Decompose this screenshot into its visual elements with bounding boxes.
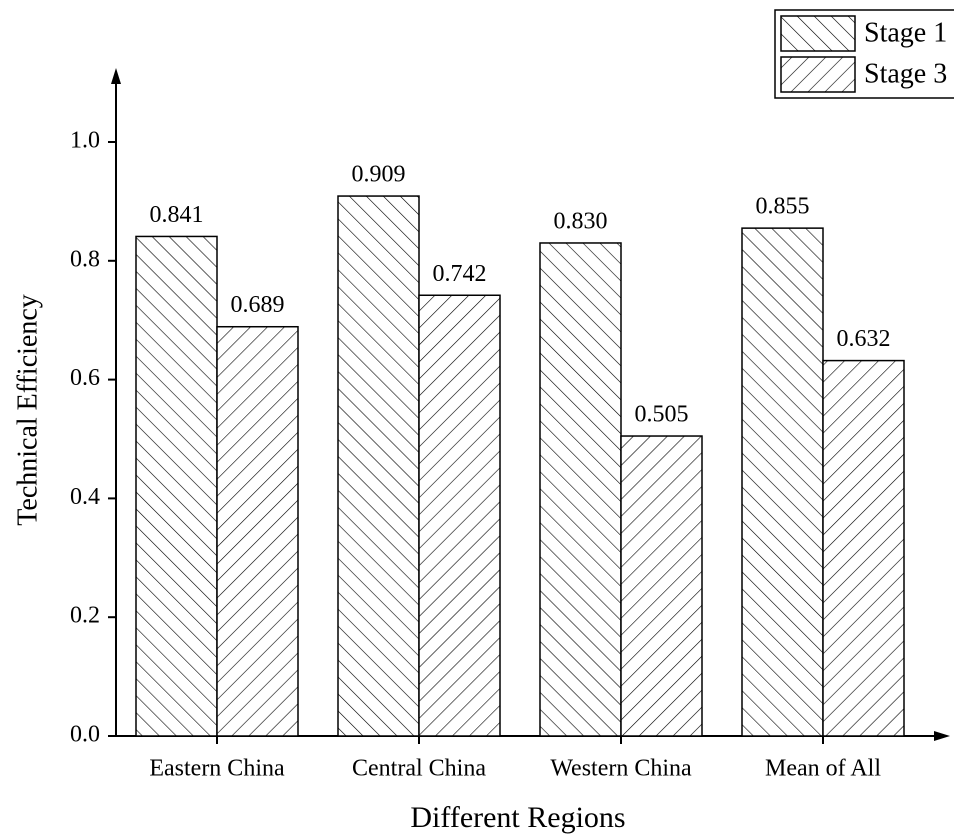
x-axis-title: Different Regions bbox=[410, 801, 625, 834]
value-label: 0.855 bbox=[756, 194, 810, 220]
y-axis-title: Technical Efficiency bbox=[12, 294, 43, 526]
value-label: 0.830 bbox=[554, 208, 608, 234]
x-tick-label: Mean of All bbox=[765, 756, 881, 782]
x-tick-label: Eastern China bbox=[149, 756, 285, 782]
legend-label: Stage 3 bbox=[864, 58, 947, 89]
bar bbox=[539, 242, 622, 737]
y-axis-arrow bbox=[111, 68, 121, 84]
bar bbox=[135, 235, 218, 737]
bar bbox=[337, 195, 420, 737]
bar bbox=[620, 435, 703, 737]
value-label: 0.505 bbox=[635, 402, 689, 428]
y-tick-label: 0.8 bbox=[70, 246, 100, 272]
value-label: 0.841 bbox=[150, 202, 204, 228]
y-tick-label: 0.6 bbox=[70, 365, 100, 391]
y-tick-label: 0.0 bbox=[70, 722, 100, 748]
bar bbox=[822, 359, 905, 737]
bar bbox=[741, 227, 824, 737]
value-label: 0.632 bbox=[837, 326, 891, 352]
bar bbox=[418, 294, 501, 737]
x-tick-label: Western China bbox=[550, 756, 692, 782]
x-tick-label: Central China bbox=[352, 756, 486, 782]
value-label: 0.742 bbox=[433, 261, 487, 287]
x-axis-arrow bbox=[934, 731, 950, 741]
y-tick-label: 0.2 bbox=[70, 603, 100, 629]
y-tick-label: 1.0 bbox=[70, 128, 100, 154]
bar bbox=[216, 325, 299, 737]
legend-swatch bbox=[780, 15, 856, 52]
legend-swatch bbox=[780, 56, 856, 93]
value-label: 0.909 bbox=[352, 162, 406, 188]
value-label: 0.689 bbox=[231, 292, 285, 318]
y-tick-label: 0.4 bbox=[70, 484, 100, 510]
legend-label: Stage 1 bbox=[864, 17, 947, 48]
